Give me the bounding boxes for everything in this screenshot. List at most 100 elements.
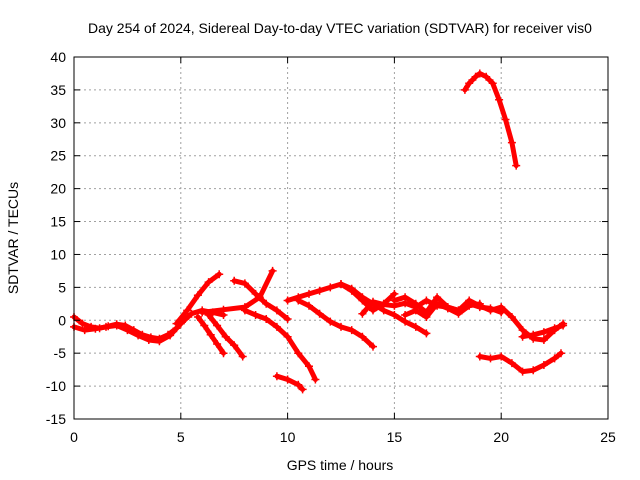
data-point bbox=[486, 354, 495, 363]
data-point bbox=[221, 332, 230, 341]
data-point bbox=[240, 279, 249, 288]
y-tick-label: 10 bbox=[50, 246, 66, 262]
series-line bbox=[274, 373, 306, 392]
y-tick-label: 25 bbox=[50, 148, 66, 164]
data-point bbox=[129, 326, 138, 335]
data-point bbox=[495, 95, 504, 104]
data-point bbox=[305, 301, 313, 310]
series-track-15 bbox=[401, 299, 484, 321]
data-point bbox=[268, 266, 277, 275]
data-point bbox=[401, 293, 410, 302]
x-tick-label: 15 bbox=[387, 429, 403, 445]
series-track-16 bbox=[460, 69, 521, 170]
data-point bbox=[230, 341, 239, 350]
data-point bbox=[121, 321, 130, 330]
data-point bbox=[87, 322, 96, 331]
y-tick-label: 5 bbox=[58, 279, 66, 295]
data-point bbox=[272, 306, 281, 315]
data-point bbox=[379, 300, 388, 309]
data-point bbox=[80, 326, 89, 335]
data-point bbox=[465, 301, 474, 310]
data-point bbox=[422, 329, 431, 338]
data-point bbox=[305, 362, 313, 371]
data-point bbox=[497, 352, 506, 361]
data-point bbox=[507, 313, 516, 321]
data-point bbox=[315, 286, 324, 295]
data-point bbox=[550, 324, 559, 333]
data-point bbox=[138, 330, 147, 339]
x-tick-label: 10 bbox=[280, 429, 296, 445]
data-point bbox=[347, 326, 356, 335]
data-point bbox=[518, 367, 527, 376]
series-track-9 bbox=[272, 372, 307, 394]
data-point bbox=[443, 304, 452, 313]
y-axis-label: SDTVAR / TECUs bbox=[5, 182, 21, 294]
data-point bbox=[213, 340, 222, 348]
data-point bbox=[164, 330, 172, 339]
data-point bbox=[311, 375, 320, 384]
series-track-12 bbox=[337, 280, 431, 338]
y-tick-label: 0 bbox=[58, 312, 66, 328]
series-track-11 bbox=[294, 296, 377, 351]
x-tick-label: 20 bbox=[493, 429, 509, 445]
data-point bbox=[488, 79, 497, 88]
data-point bbox=[183, 306, 192, 315]
data-point bbox=[411, 306, 420, 315]
data-point bbox=[219, 349, 228, 358]
data-point bbox=[529, 366, 538, 375]
data-point bbox=[401, 311, 410, 319]
data-point bbox=[539, 328, 548, 337]
data-point bbox=[358, 309, 367, 318]
data-point bbox=[557, 349, 565, 358]
series-track-2 bbox=[70, 313, 190, 343]
data-point bbox=[283, 375, 292, 384]
data-point bbox=[251, 311, 260, 319]
series-track-4 bbox=[193, 313, 228, 358]
data-point bbox=[78, 319, 87, 328]
y-tick-label: -5 bbox=[54, 345, 67, 361]
data-point bbox=[390, 296, 399, 305]
data-point bbox=[283, 315, 292, 323]
data-point bbox=[294, 349, 303, 358]
data-point bbox=[422, 313, 431, 321]
data-point bbox=[475, 69, 484, 78]
axis-ticks: 0 5 10 15 20 25 -15 -10 -5 0 5 10 15 20 25 30 35 40 bbox=[46, 49, 616, 445]
data-series-group bbox=[70, 69, 568, 394]
series-line bbox=[462, 71, 519, 169]
data-point bbox=[411, 322, 420, 331]
data-point bbox=[200, 321, 209, 330]
data-point bbox=[294, 380, 303, 389]
data-point bbox=[454, 309, 463, 318]
y-tick-label: 15 bbox=[50, 214, 66, 230]
data-point bbox=[204, 278, 213, 287]
data-point bbox=[305, 289, 313, 298]
data-point bbox=[512, 161, 521, 170]
x-axis-label: GPS time / hours bbox=[287, 457, 394, 473]
data-point bbox=[219, 305, 228, 314]
x-tick-label: 25 bbox=[600, 429, 616, 445]
data-point bbox=[337, 280, 345, 289]
data-point bbox=[215, 270, 224, 279]
data-point bbox=[475, 352, 484, 361]
y-tick-label: 30 bbox=[50, 115, 66, 131]
x-tick-label: 0 bbox=[70, 429, 78, 445]
data-point bbox=[172, 319, 181, 328]
data-point bbox=[475, 299, 484, 308]
series-line bbox=[402, 301, 483, 320]
data-point bbox=[358, 332, 367, 341]
data-point bbox=[482, 72, 491, 81]
data-point bbox=[433, 299, 442, 308]
data-point bbox=[460, 85, 469, 94]
y-tick-label: -10 bbox=[46, 378, 66, 394]
data-point bbox=[272, 372, 281, 381]
data-point bbox=[337, 322, 345, 331]
series-track-18 bbox=[518, 321, 568, 341]
data-point bbox=[529, 330, 538, 339]
data-point bbox=[369, 297, 377, 306]
data-point bbox=[507, 359, 516, 368]
data-point bbox=[283, 296, 292, 305]
data-point bbox=[155, 334, 164, 343]
y-tick-label: 35 bbox=[50, 82, 66, 98]
